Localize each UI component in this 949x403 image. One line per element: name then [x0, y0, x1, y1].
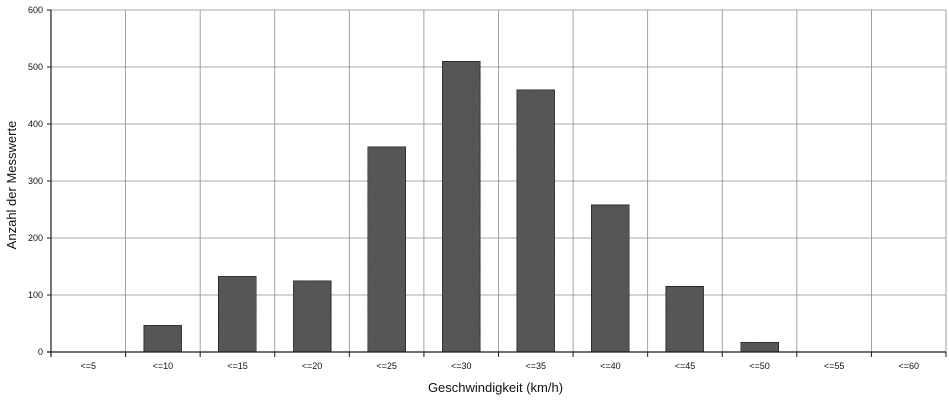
y-tick-label: 300: [28, 176, 43, 186]
x-tick-label: <=60: [898, 361, 919, 371]
grid: [50, 9, 947, 353]
x-tick-label: <=35: [526, 361, 547, 371]
y-tick-label: 0: [38, 347, 43, 357]
tick-labels: 0 100 200 300 400 500 600 <=5 <=10 <=15 <=20 <=25 <=…: [28, 5, 919, 371]
x-tick-label: <=50: [749, 361, 770, 371]
bar-<=20: [292, 280, 332, 353]
bar-<=50: [740, 341, 780, 353]
y-tick-label: 100: [28, 290, 43, 300]
bar-<=15: [217, 275, 257, 353]
axes: [47, 9, 947, 357]
bars: [143, 60, 780, 353]
y-tick-label: 200: [28, 233, 43, 243]
x-tick-label: <=45: [675, 361, 696, 371]
x-tick-label: <=40: [600, 361, 621, 371]
bar-<=30: [441, 60, 481, 353]
bar-<=10: [143, 324, 183, 353]
y-tick-label: 500: [28, 62, 43, 72]
x-tick-label: <=10: [153, 361, 174, 371]
x-tick-label: <=55: [824, 361, 845, 371]
x-tick-label: <=20: [302, 361, 323, 371]
x-tick-label: <=30: [451, 361, 472, 371]
x-tick-label: <=15: [227, 361, 248, 371]
bar-<=35: [516, 89, 556, 353]
y-tick-label: 600: [28, 5, 43, 15]
bar-<=25: [367, 146, 407, 353]
y-axis-title: Anzahl der Messwerte: [4, 121, 19, 250]
x-tick-label: <=5: [81, 361, 97, 371]
bar-<=45: [665, 285, 705, 353]
bar-<=40: [590, 204, 630, 353]
y-tick-label: 400: [28, 119, 43, 129]
x-axis-title: Geschwindigkeit (km/h): [428, 380, 563, 395]
x-tick-label: <=25: [376, 361, 397, 371]
